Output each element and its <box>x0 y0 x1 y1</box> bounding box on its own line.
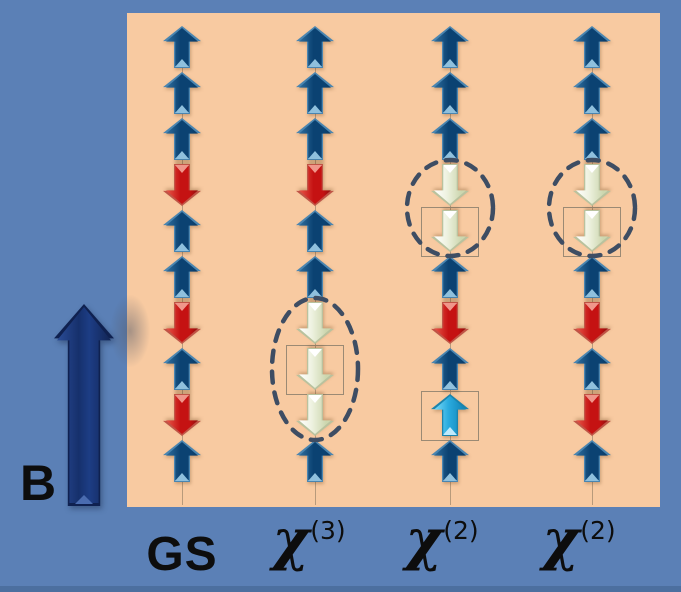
spin-arrow-up <box>573 26 611 68</box>
selection-ellipse <box>404 157 496 259</box>
spin-arrow-up <box>431 348 469 390</box>
arrow-base-notch <box>175 473 189 481</box>
spin-lattice-panel <box>127 13 660 507</box>
arrow-base-notch <box>585 59 599 67</box>
spin-arrow-up <box>573 118 611 160</box>
arrow-base-notch <box>585 105 599 113</box>
arrow-base-notch <box>443 473 457 481</box>
arrow-base-notch <box>443 381 457 389</box>
spin-arrow-up <box>573 440 611 482</box>
column-label-superscript: (3) <box>310 516 346 545</box>
bottom-edge-strip <box>0 586 681 592</box>
arrow-base-notch <box>443 427 457 435</box>
arrow-base-notch <box>308 59 322 67</box>
arrow-base-notch <box>175 289 189 297</box>
column-label-superscript: (2) <box>580 516 616 545</box>
selection-ellipse <box>269 295 361 443</box>
field-arrow-base-notch <box>75 495 93 504</box>
spin-arrow-up <box>296 26 334 68</box>
column-label-text: χ <box>405 507 443 573</box>
spin-arrow-up <box>573 348 611 390</box>
arrow-base-notch <box>585 289 599 297</box>
spin-arrow-up <box>431 256 469 298</box>
arrow-base-notch <box>175 151 189 159</box>
spin-arrow-down <box>431 302 469 344</box>
spin-arrow-up <box>296 210 334 252</box>
arrow-base-notch <box>443 59 457 67</box>
spin-arrow-up <box>431 72 469 114</box>
arrow-base-notch <box>443 289 457 297</box>
column-label-superscript: (2) <box>443 516 479 545</box>
arrow-base-notch <box>443 151 457 159</box>
spin-arrow-down <box>296 164 334 206</box>
arrow-base-notch <box>175 243 189 251</box>
spin-arrow-down <box>163 302 201 344</box>
spin-arrow-up <box>431 26 469 68</box>
spin-arrow-up <box>573 256 611 298</box>
magnetic-field-label: B <box>20 455 57 511</box>
panel-shadow <box>104 284 156 378</box>
field-arrow-body <box>57 307 111 503</box>
spin-arrow-up <box>431 440 469 482</box>
column-label-gs: GS <box>146 531 217 579</box>
arrow-base-notch <box>308 105 322 113</box>
spin-arrow-up <box>163 440 201 482</box>
magnetic-field-arrow <box>54 304 114 506</box>
spin-arrow-up <box>431 118 469 160</box>
spin-arrow-up <box>163 72 201 114</box>
spin-arrow-down <box>163 164 201 206</box>
spin-arrow-up <box>163 210 201 252</box>
spin-arrow-up <box>296 256 334 298</box>
column-label-text: GS <box>146 528 218 581</box>
spin-arrow-up <box>163 118 201 160</box>
column-label-text: χ <box>542 507 580 573</box>
selection-ellipse <box>546 157 638 259</box>
spin-arrow-up <box>163 348 201 390</box>
arrow-base-notch <box>308 243 322 251</box>
arrow-base-notch <box>308 473 322 481</box>
column-label-text: χ <box>272 507 310 573</box>
spin-arrow-down <box>573 302 611 344</box>
spin-arrow-down <box>573 394 611 436</box>
spin-arrow-up <box>296 72 334 114</box>
column-label-chi2a: χ(2) <box>405 512 478 568</box>
arrow-base-notch <box>175 381 189 389</box>
spin-arrow-up <box>431 394 469 436</box>
spin-arrow-up <box>163 26 201 68</box>
column-label-chi3: χ(3) <box>272 512 345 568</box>
arrow-base-notch <box>175 105 189 113</box>
spin-arrow-up <box>573 72 611 114</box>
arrow-base-notch <box>585 381 599 389</box>
spin-arrow-up <box>296 440 334 482</box>
arrow-base-notch <box>175 59 189 67</box>
spin-arrow-up <box>163 256 201 298</box>
arrow-base-notch <box>443 105 457 113</box>
spin-arrow-up <box>296 118 334 160</box>
arrow-base-notch <box>308 289 322 297</box>
column-label-chi2b: χ(2) <box>542 512 615 568</box>
arrow-base-notch <box>585 473 599 481</box>
arrow-base-notch <box>308 151 322 159</box>
spin-arrow-down <box>163 394 201 436</box>
arrow-base-notch <box>585 151 599 159</box>
